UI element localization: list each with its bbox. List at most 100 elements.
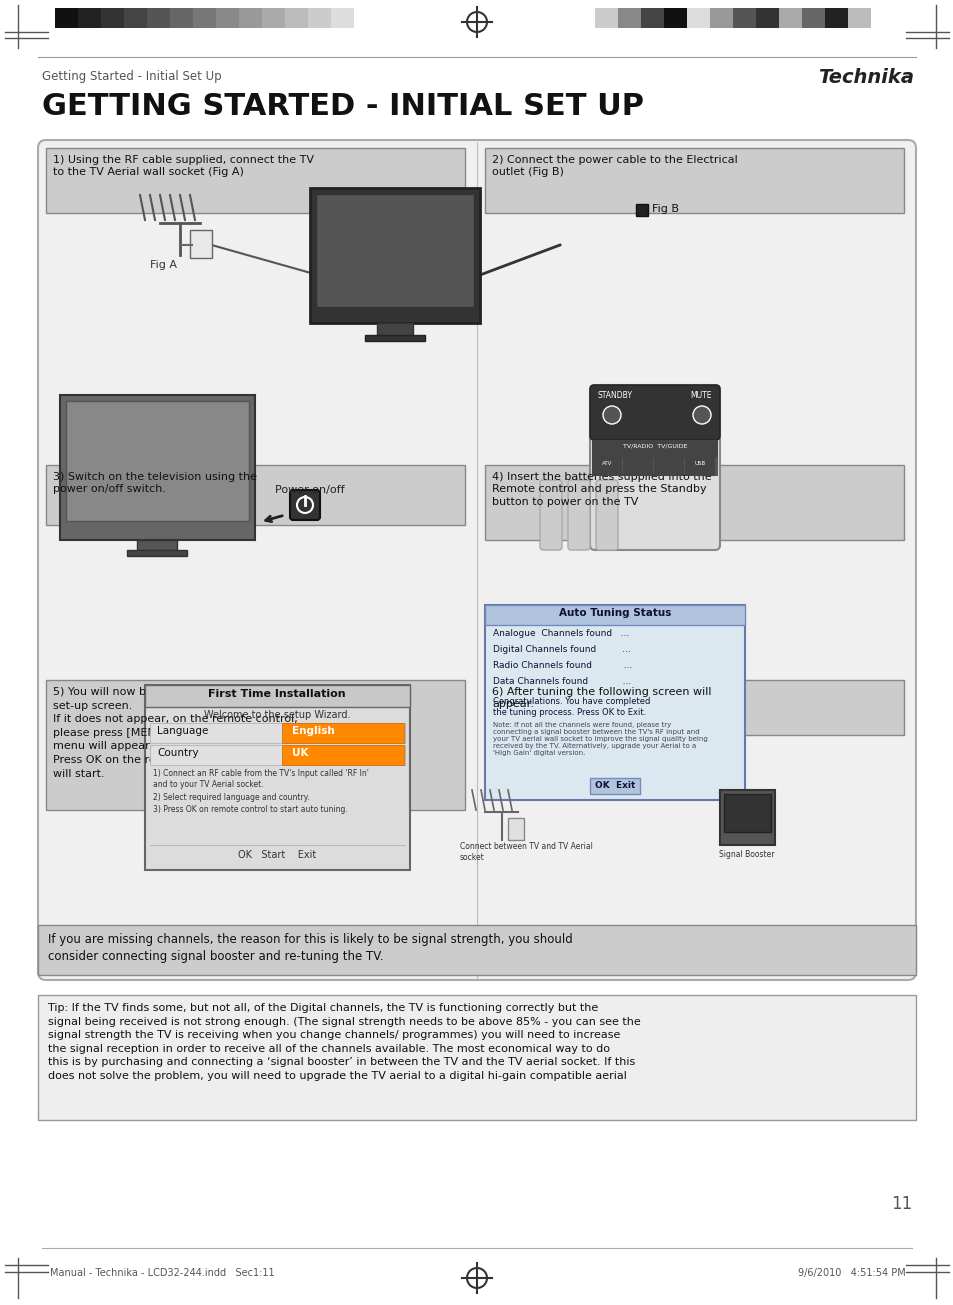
Bar	[282, 745, 403, 765]
Bar	[595, 8, 618, 27]
Bar	[723, 793, 770, 833]
Bar	[507, 818, 523, 840]
Bar	[618, 8, 640, 27]
FancyBboxPatch shape	[589, 385, 720, 440]
Bar	[709, 8, 732, 27]
Bar	[622, 458, 652, 476]
Bar	[686, 8, 709, 27]
Text: Fig A: Fig A	[150, 260, 177, 270]
Bar	[824, 8, 847, 27]
Bar	[801, 8, 824, 27]
Bar	[78, 8, 101, 27]
Bar	[193, 8, 215, 27]
Text: Data Channels found            ...: Data Channels found ...	[493, 677, 631, 686]
FancyBboxPatch shape	[290, 489, 319, 519]
Bar	[215, 8, 239, 27]
Bar	[239, 8, 262, 27]
Bar	[46, 465, 464, 525]
Bar	[310, 188, 479, 324]
Text: 6) After tuning the following screen will
appear.: 6) After tuning the following screen wil…	[492, 686, 711, 710]
FancyBboxPatch shape	[596, 480, 618, 549]
Text: OK  Exit: OK Exit	[594, 780, 635, 790]
Bar	[484, 606, 744, 800]
Text: Language: Language	[157, 726, 208, 736]
Bar	[285, 8, 308, 27]
Text: English: English	[292, 726, 335, 736]
Bar	[190, 230, 212, 258]
Bar	[636, 204, 647, 217]
Circle shape	[692, 406, 710, 424]
Bar	[592, 458, 621, 476]
Text: 2) Connect the power cable to the Electrical
outlet (Fig B): 2) Connect the power cable to the Electr…	[492, 155, 737, 177]
Text: TV/RADIO  TV/GUIDE: TV/RADIO TV/GUIDE	[622, 444, 686, 449]
Text: Congratulations. You have completed
the tuning process. Press OK to Exit.: Congratulations. You have completed the …	[493, 697, 650, 718]
Text: 5) You will now be welcomed with the initial
set-up screen.
If it does not appea: 5) You will now be welcomed with the ini…	[53, 686, 297, 779]
Text: Connect between TV and TV Aerial
socket: Connect between TV and TV Aerial socket	[459, 842, 592, 863]
Bar	[365, 335, 424, 341]
Text: STANDBY: STANDBY	[598, 392, 633, 401]
Bar	[147, 8, 170, 27]
Bar	[720, 790, 774, 846]
Bar	[684, 458, 714, 476]
Text: Power on/off: Power on/off	[274, 485, 344, 495]
Circle shape	[602, 406, 620, 424]
Bar	[137, 540, 177, 549]
Bar	[376, 324, 413, 335]
FancyBboxPatch shape	[567, 480, 589, 549]
Text: 9/6/2010   4:51:54 PM: 9/6/2010 4:51:54 PM	[798, 1268, 905, 1278]
Bar	[60, 395, 254, 540]
Bar	[145, 685, 410, 707]
Text: 1) Connect an RF cable from the TV's Input called 'RF In'
and to your TV Aerial : 1) Connect an RF cable from the TV's Inp…	[152, 769, 369, 790]
Bar	[101, 8, 124, 27]
Bar	[331, 8, 354, 27]
Text: Analogue  Channels found   ...: Analogue Channels found ...	[493, 629, 629, 638]
Bar	[732, 8, 755, 27]
Text: 11: 11	[890, 1195, 911, 1214]
Bar	[484, 147, 903, 213]
Text: 2) Select required language and country.: 2) Select required language and country.	[152, 793, 309, 803]
Text: 3) Switch on the television using the
power on/off switch.: 3) Switch on the television using the po…	[53, 472, 256, 495]
Text: Fig B: Fig B	[651, 204, 679, 214]
Bar	[38, 925, 915, 975]
Bar	[484, 465, 903, 540]
Bar	[484, 606, 744, 625]
Text: Signal Booster: Signal Booster	[719, 850, 774, 859]
Bar	[46, 147, 464, 213]
Bar	[592, 458, 718, 476]
Text: Manual - Technika - LCD32-244.indd   Sec1:11: Manual - Technika - LCD32-244.indd Sec1:…	[50, 1268, 274, 1278]
Bar	[484, 680, 903, 735]
Bar	[308, 8, 331, 27]
Bar	[663, 8, 686, 27]
Bar	[589, 778, 639, 793]
Bar	[755, 8, 779, 27]
Bar	[654, 458, 683, 476]
Text: 1) Using the RF cable supplied, connect the TV
to the TV Aerial wall socket (Fig: 1) Using the RF cable supplied, connect …	[53, 155, 314, 177]
Bar	[592, 440, 718, 458]
Text: Radio Channels found           ...: Radio Channels found ...	[493, 662, 632, 669]
Bar	[127, 549, 187, 556]
Text: USB: USB	[694, 461, 705, 466]
FancyBboxPatch shape	[589, 385, 720, 549]
Text: GETTING STARTED - INITIAL SET UP: GETTING STARTED - INITIAL SET UP	[42, 91, 643, 121]
FancyBboxPatch shape	[539, 480, 561, 549]
Text: 4) Insert the batteries supplied into the
Remote control and press the Standby
b: 4) Insert the batteries supplied into th…	[492, 472, 711, 506]
Text: Welcome to the setup Wizard.: Welcome to the setup Wizard.	[204, 710, 350, 720]
Text: If you are missing channels, the reason for this is likely to be signal strength: If you are missing channels, the reason …	[48, 933, 572, 963]
Bar	[46, 680, 464, 810]
Text: Digital Channels found         ...: Digital Channels found ...	[493, 645, 630, 654]
Bar	[66, 401, 249, 521]
Bar	[262, 8, 285, 27]
Text: Auto Tuning Status: Auto Tuning Status	[558, 608, 671, 619]
Bar	[124, 8, 147, 27]
Text: 3) Press OK on remote control to start auto tuning.: 3) Press OK on remote control to start a…	[152, 805, 348, 814]
Bar	[640, 8, 663, 27]
Text: Country: Country	[157, 748, 198, 758]
Bar	[170, 8, 193, 27]
Bar	[145, 685, 410, 870]
Bar	[150, 745, 405, 765]
Text: UK: UK	[292, 748, 308, 758]
Bar	[282, 723, 403, 743]
Text: First Time Installation: First Time Installation	[208, 689, 345, 699]
Bar	[38, 994, 915, 1120]
Text: MUTE: MUTE	[690, 392, 711, 401]
